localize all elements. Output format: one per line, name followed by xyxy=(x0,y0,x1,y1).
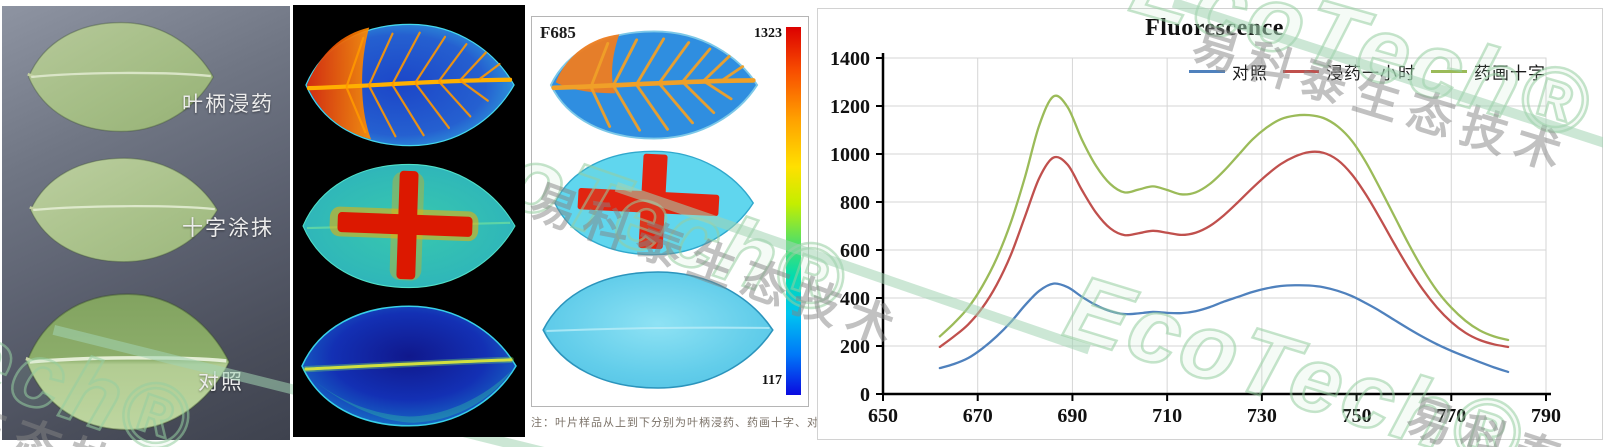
legend-label-control: 对照 xyxy=(1232,64,1268,83)
svg-text:710: 710 xyxy=(1152,405,1182,427)
f685-panel: F685 1323 117 xyxy=(531,16,809,407)
svg-text:1400: 1400 xyxy=(830,48,870,70)
legend-item-cross: 药画十字 xyxy=(1431,59,1546,84)
svg-text:790: 790 xyxy=(1531,405,1561,427)
legend-swatch-control xyxy=(1189,70,1225,73)
svg-text:690: 690 xyxy=(1057,405,1087,427)
svg-text:200: 200 xyxy=(840,336,870,358)
chart-panel: Fluorescence 对照 浸药一小时 药画十字 0 200 400 600 800… xyxy=(817,8,1603,440)
svg-text:730: 730 xyxy=(1247,405,1277,427)
falsecolor-leaf-control xyxy=(301,305,517,427)
svg-text:0: 0 xyxy=(860,384,870,406)
legend-swatch-cross xyxy=(1431,70,1467,73)
svg-text:670: 670 xyxy=(963,405,993,427)
legend-item-soaked: 浸药一小时 xyxy=(1283,59,1416,84)
f685-leaf-cross xyxy=(554,150,755,256)
photo-leaf-label-3: 对照 xyxy=(198,370,244,394)
colorbar-min-label: 117 xyxy=(761,373,782,388)
photo-leaf-label-2: 十字涂抹 xyxy=(182,216,274,240)
f685-note: 注：叶片样品从上到下分别为叶柄浸药、药画十字、对照 xyxy=(531,417,831,429)
svg-text:600: 600 xyxy=(840,240,870,262)
legend-label-cross: 药画十字 xyxy=(1474,64,1546,83)
svg-text:400: 400 xyxy=(840,288,870,310)
f685-label: F685 xyxy=(540,23,576,42)
falsecolor-leaf-cross xyxy=(302,163,516,289)
chart-legend: 对照 浸药一小时 药画十字 xyxy=(1189,59,1546,84)
f685-leaf-control xyxy=(542,271,774,389)
photo-leaf-cross xyxy=(29,157,219,263)
colorbar-max-label: 1323 xyxy=(754,26,782,41)
svg-text:1200: 1200 xyxy=(830,96,870,118)
photo-panel: 叶柄浸药 十字涂抹 对照 xyxy=(2,6,290,440)
f685-leaf-petiole xyxy=(549,30,759,140)
falsecolor-leaf-petiole xyxy=(305,23,515,147)
legend-item-control: 对照 xyxy=(1189,59,1268,84)
svg-text:1000: 1000 xyxy=(830,144,870,166)
photo-leaf-label-1: 叶柄浸药 xyxy=(182,92,274,116)
legend-label-soaked: 浸药一小时 xyxy=(1326,64,1416,83)
falsecolor-panel xyxy=(293,5,525,437)
svg-text:650: 650 xyxy=(868,405,898,427)
legend-swatch-soaked xyxy=(1283,70,1319,73)
colorbar xyxy=(786,27,801,395)
photo-leaf-control xyxy=(25,293,230,431)
photo-leaf-petiole xyxy=(27,21,215,133)
svg-text:750: 750 xyxy=(1342,405,1372,427)
svg-text:770: 770 xyxy=(1436,405,1466,427)
svg-text:800: 800 xyxy=(840,192,870,214)
